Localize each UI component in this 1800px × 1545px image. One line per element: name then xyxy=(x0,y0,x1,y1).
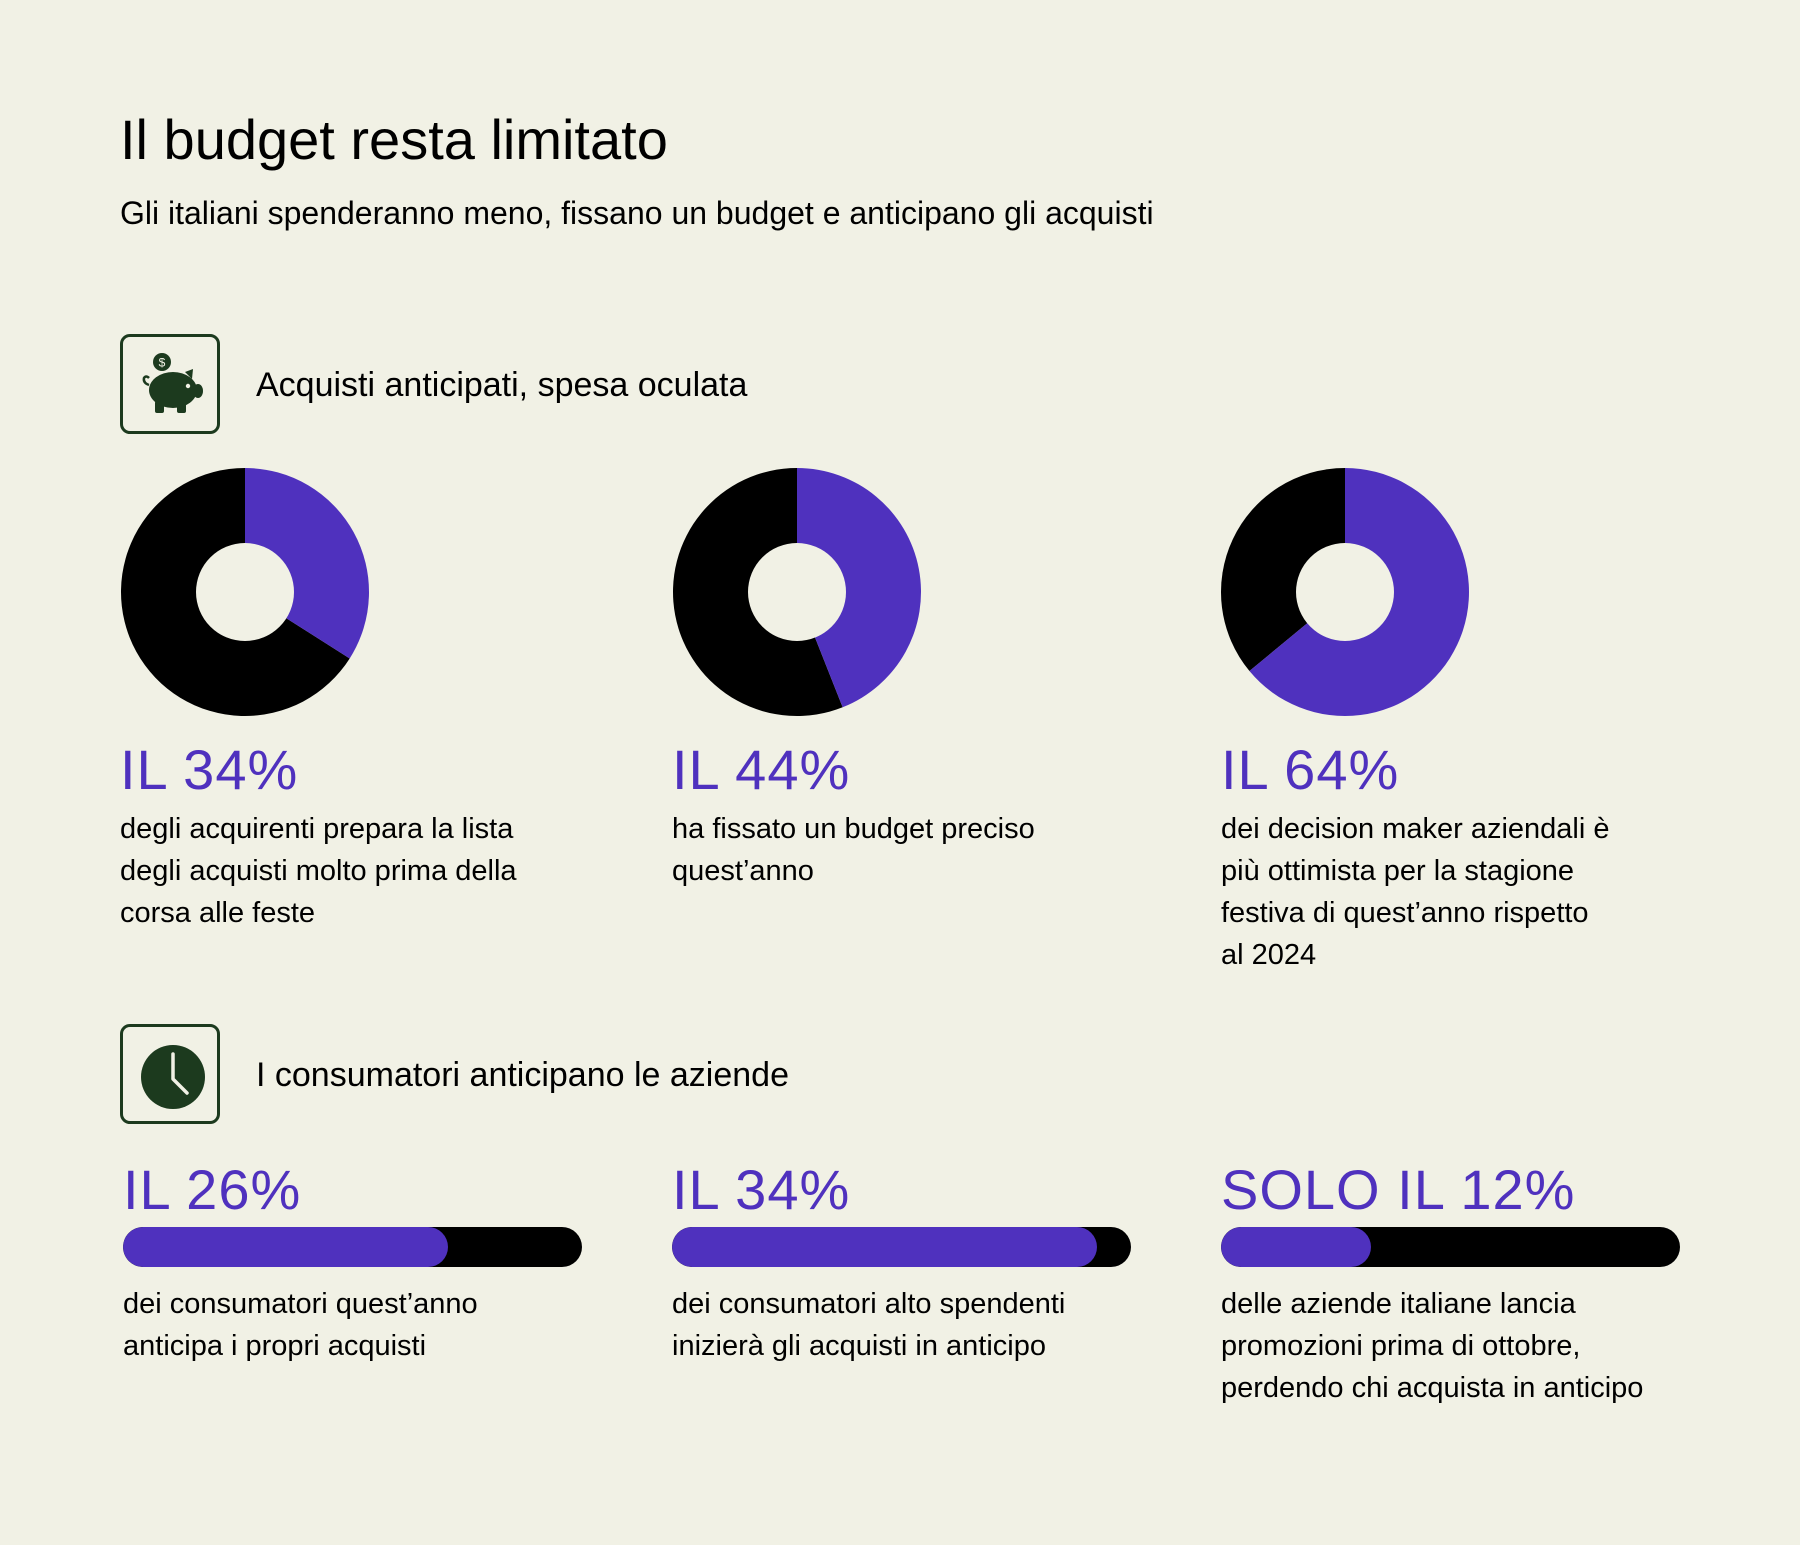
donut-2-value-slice xyxy=(797,468,921,708)
bar-1-value: IL 26% xyxy=(123,1158,302,1221)
clock-icon xyxy=(141,1045,205,1109)
section-title-early-purchases: Acquisti anticipati, spesa oculata xyxy=(256,366,748,404)
donut-2-value: IL 44% xyxy=(672,738,851,801)
desc-line: degli acquirenti prepara la lista xyxy=(120,813,514,845)
desc-line: dei decision maker aziendali è xyxy=(1221,813,1610,845)
bar-3-fill xyxy=(1221,1227,1371,1267)
desc-line: promozioni prima di ottobre, xyxy=(1221,1330,1581,1362)
desc-line: degli acquisti molto prima della xyxy=(120,855,517,887)
piggy-bank-icon: $ xyxy=(142,353,203,413)
donut-1-description: degli acquirenti prepara la lista degli … xyxy=(120,808,560,934)
bar-3-description: delle aziende italiane lancia promozioni… xyxy=(1221,1283,1661,1409)
donut-3-value: IL 64% xyxy=(1221,738,1400,801)
donut-3-description: dei decision maker aziendali è più ottim… xyxy=(1221,808,1661,976)
bar-2-track xyxy=(672,1227,1131,1267)
page-title: Il budget resta limitato xyxy=(120,108,668,171)
desc-line: al 2024 xyxy=(1221,939,1317,971)
bar-2-value: IL 34% xyxy=(672,1158,851,1221)
desc-line: inizierà gli acquisti in anticipo xyxy=(672,1330,1046,1362)
desc-line: festiva di quest’anno rispetto xyxy=(1221,897,1589,929)
bar-3-track xyxy=(1221,1227,1680,1267)
donut-3-remainder-slice xyxy=(1221,468,1345,672)
bar-1-description: dei consumatori quest’anno anticipa i pr… xyxy=(123,1283,563,1367)
page-subtitle: Gli italiani spenderanno meno, fissano u… xyxy=(120,195,1154,231)
desc-line: dei consumatori alto spendenti xyxy=(672,1288,1066,1320)
clock-icon-box xyxy=(120,1024,220,1124)
dollar-sign: $ xyxy=(159,356,166,370)
bar-3-value: SOLO IL 12% xyxy=(1221,1158,1576,1221)
donut-charts xyxy=(120,467,1469,716)
desc-line: dei consumatori quest’anno xyxy=(123,1288,478,1320)
donut-1-hole xyxy=(196,543,294,641)
donut-2-description: ha fissato un budget preciso quest’anno xyxy=(672,808,1112,892)
desc-line: anticipa i propri acquisti xyxy=(123,1330,427,1362)
bar-1-track xyxy=(123,1227,582,1267)
desc-line: più ottimista per la stagione xyxy=(1221,855,1575,887)
desc-line: delle aziende italiane lancia xyxy=(1221,1288,1576,1320)
donut-2-hole xyxy=(748,543,846,641)
desc-line: ha fissato un budget preciso xyxy=(672,813,1035,845)
section-title-consumers-ahead: I consumatori anticipano le aziende xyxy=(256,1056,789,1094)
piggy-bank-icon-box: $ xyxy=(120,334,220,434)
desc-line: perdendo chi acquista in anticipo xyxy=(1221,1372,1644,1404)
bar-2-description: dei consumatori alto spendenti inizierà … xyxy=(672,1283,1112,1367)
donut-1-value: IL 34% xyxy=(120,738,299,801)
bar-1-fill xyxy=(123,1227,448,1267)
bar-2-fill xyxy=(672,1227,1097,1267)
donut-3-hole xyxy=(1296,543,1394,641)
desc-line: quest’anno xyxy=(672,855,814,887)
desc-line: corsa alle feste xyxy=(120,897,316,929)
